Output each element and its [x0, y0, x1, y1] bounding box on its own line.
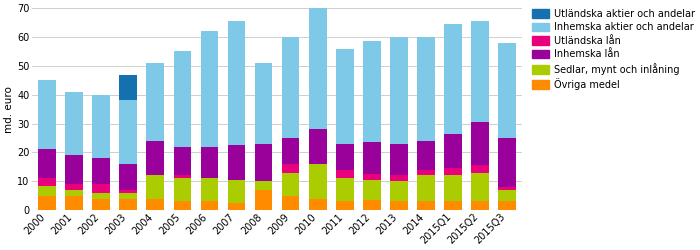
Bar: [390, 176, 408, 181]
Bar: [201, 178, 218, 202]
Bar: [146, 198, 164, 210]
Bar: [336, 202, 354, 210]
Bar: [174, 178, 191, 202]
Bar: [309, 198, 327, 210]
Bar: [38, 80, 56, 150]
Bar: [38, 150, 56, 178]
Bar: [65, 155, 83, 184]
Bar: [336, 170, 354, 178]
Bar: [390, 37, 408, 144]
Bar: [228, 180, 245, 203]
Bar: [120, 193, 137, 198]
Bar: [282, 138, 300, 164]
Bar: [390, 144, 408, 176]
Bar: [309, 0, 327, 8]
Bar: [444, 202, 462, 210]
Bar: [92, 193, 110, 198]
Bar: [498, 187, 516, 190]
Bar: [146, 141, 164, 176]
Bar: [282, 37, 300, 138]
Bar: [92, 184, 110, 193]
Bar: [363, 142, 381, 174]
Bar: [65, 190, 83, 196]
Bar: [120, 164, 137, 190]
Bar: [417, 202, 435, 210]
Bar: [146, 63, 164, 141]
Bar: [471, 202, 489, 210]
Bar: [336, 144, 354, 170]
Bar: [444, 176, 462, 202]
Bar: [363, 41, 381, 142]
Bar: [390, 181, 408, 202]
Bar: [282, 196, 300, 210]
Bar: [228, 21, 245, 145]
Bar: [174, 202, 191, 210]
Bar: [498, 190, 516, 202]
Bar: [38, 178, 56, 186]
Bar: [92, 158, 110, 184]
Bar: [228, 203, 245, 210]
Bar: [174, 146, 191, 176]
Bar: [363, 200, 381, 210]
Bar: [417, 37, 435, 141]
Bar: [444, 134, 462, 168]
Bar: [471, 172, 489, 202]
Bar: [282, 172, 300, 196]
Bar: [471, 122, 489, 165]
Bar: [417, 170, 435, 175]
Bar: [38, 186, 56, 196]
Bar: [228, 145, 245, 180]
Bar: [92, 198, 110, 210]
Bar: [471, 165, 489, 172]
Bar: [65, 196, 83, 210]
Bar: [120, 74, 137, 101]
Bar: [38, 196, 56, 210]
Bar: [255, 181, 272, 190]
Bar: [174, 52, 191, 146]
Bar: [255, 63, 272, 144]
Bar: [498, 202, 516, 210]
Bar: [65, 92, 83, 155]
Bar: [201, 146, 218, 178]
Bar: [498, 43, 516, 138]
Bar: [255, 144, 272, 181]
Bar: [309, 129, 327, 164]
Bar: [417, 141, 435, 170]
Bar: [201, 202, 218, 210]
Bar: [363, 180, 381, 200]
Bar: [282, 164, 300, 172]
Bar: [255, 190, 272, 210]
Bar: [363, 174, 381, 180]
Bar: [174, 176, 191, 178]
Bar: [120, 190, 137, 193]
Bar: [309, 8, 327, 129]
Bar: [498, 138, 516, 187]
Bar: [336, 48, 354, 144]
Bar: [201, 31, 218, 146]
Bar: [309, 164, 327, 198]
Bar: [336, 178, 354, 202]
Bar: [120, 198, 137, 210]
Bar: [146, 176, 164, 199]
Bar: [444, 168, 462, 175]
Bar: [92, 95, 110, 158]
Legend: Utländska aktier och andelar, Inhemska aktier och andelar, Utländska lån, Inhems: Utländska aktier och andelar, Inhemska a…: [532, 9, 695, 90]
Bar: [65, 184, 83, 190]
Bar: [390, 202, 408, 210]
Bar: [471, 21, 489, 122]
Bar: [417, 176, 435, 202]
Bar: [120, 100, 137, 164]
Y-axis label: md. euro: md. euro: [4, 86, 14, 132]
Bar: [444, 24, 462, 134]
